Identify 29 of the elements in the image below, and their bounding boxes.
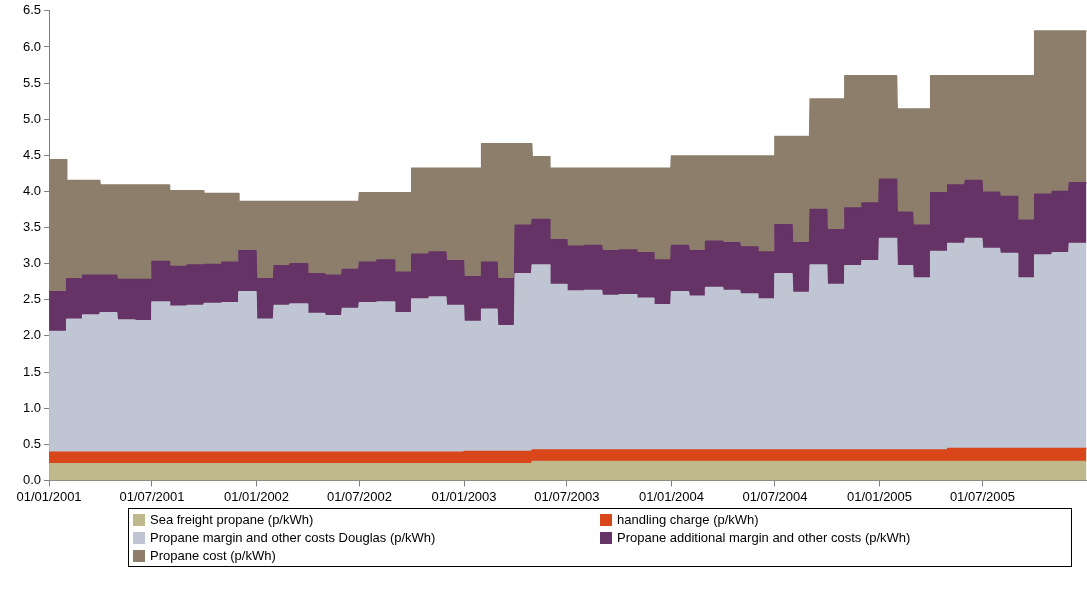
x-tick-label: 01/07/2004 <box>742 488 808 504</box>
y-tick-label: 0.5 <box>22 435 42 451</box>
x-tick-label: 01/01/2005 <box>846 488 913 504</box>
legend-label: Propane additional margin and other costs (p/kWh) <box>617 530 911 545</box>
y-tick-label: 1.0 <box>22 399 42 415</box>
x-tick-label: 01/07/2001 <box>119 488 185 504</box>
y-tick-label: 3.5 <box>22 219 42 235</box>
y-tick-label: 4.0 <box>22 182 42 198</box>
y-tick-label: 6.0 <box>22 38 42 54</box>
x-tick-label: 01/01/2004 <box>638 488 705 504</box>
y-tick-label: 2.0 <box>22 327 42 343</box>
y-tick-label: 0.0 <box>22 471 42 487</box>
y-tick-label: 5.5 <box>22 74 42 90</box>
x-tick-label: 01/07/2002 <box>326 488 392 504</box>
y-tick-label: 6.5 <box>22 2 42 18</box>
x-tick-label: 01/01/2001 <box>16 488 82 504</box>
legend-label: handling charge (p/kWh) <box>617 512 759 527</box>
y-tick-label: 5.0 <box>22 110 42 126</box>
y-tick-label: 3.0 <box>22 255 42 271</box>
y-tick-label: 4.5 <box>22 146 42 162</box>
x-tick-label: 01/01/2002 <box>224 488 290 504</box>
x-tick-label: 01/07/2003 <box>534 488 600 504</box>
legend-label: Propane margin and other costs Douglas (p/kWh) <box>150 530 436 545</box>
legend-label: Sea freight propane (p/kWh) <box>150 512 314 527</box>
x-tick-label: 01/01/2003 <box>431 488 497 504</box>
x-tick-label: 01/07/2005 <box>949 488 1015 504</box>
y-tick-label: 2.5 <box>22 291 42 307</box>
y-tick-label: 1.5 <box>22 363 42 379</box>
legend-label: Propane cost (p/kWh) <box>150 548 276 563</box>
